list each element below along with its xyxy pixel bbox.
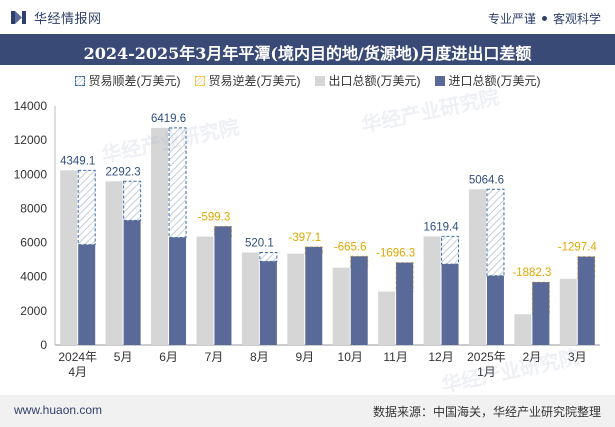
export-bar-8	[423, 236, 441, 345]
deficit-swatch-icon	[194, 75, 205, 86]
export-bar-4	[241, 252, 259, 345]
brand-name: 华经情报网	[34, 11, 102, 26]
chart-plot: 0 2000 4000 6000 8000 10000 12000 14000 4349.1 2…	[14, 99, 600, 379]
import-bar-6	[350, 256, 368, 345]
x-tick-label-0-b: 4月	[68, 365, 87, 379]
surplus-box-8	[441, 235, 460, 265]
balance-label-11: -1297.4	[558, 242, 598, 254]
title-bar: 2024-2025年3月年平潭(境内目的地/货源地)月度进出口差额	[0, 34, 615, 65]
x-tick-label-6: 10月	[338, 350, 363, 364]
import-bar-9	[486, 275, 504, 345]
y-tick-label-0: 0	[40, 338, 47, 352]
x-tick-label-9-b: 1月	[477, 365, 496, 379]
balance-label-4: 520.1	[245, 237, 274, 249]
export-bar-1	[105, 181, 123, 345]
balance-label-9: 5064.6	[469, 174, 504, 186]
import-bar-11	[577, 256, 595, 345]
export-bar-10	[514, 314, 532, 345]
balance-label-7: -1696.3	[376, 248, 415, 260]
huajing-logo-icon	[11, 11, 26, 24]
x-tick-label-0-a: 2024年	[58, 350, 97, 364]
x-tick-label-11: 3月	[568, 350, 587, 364]
import-bar-0	[78, 244, 96, 345]
balance-label-5: -397.1	[288, 232, 321, 244]
x-tick-label-3: 7月	[205, 350, 224, 364]
footer: www.huaon.com 数据来源：中国海关，华经产业研究院整理	[0, 395, 615, 427]
balance-label-6: -665.6	[334, 241, 367, 253]
export-bar-2	[151, 127, 169, 345]
y-tick-label-6: 12000	[14, 133, 48, 147]
chart-title: 2024-2025年3月年平潭(境内目的地/货源地)月度进出口差额	[83, 44, 532, 63]
import-bar-8	[441, 264, 459, 345]
y-tick-label-1: 2000	[20, 304, 47, 318]
y-tick-label-7: 14000	[14, 99, 48, 113]
top-bar: 华经情报网 专业严谨 客观科学	[0, 0, 615, 34]
x-tick-label-4: 8月	[250, 350, 269, 364]
surplus-box-2	[168, 127, 187, 238]
balance-label-1: 2292.3	[106, 166, 141, 178]
legend-item-import[interactable]: 进口总额(万美元)	[434, 72, 541, 89]
legend-label-export: 出口总额(万美元)	[328, 74, 421, 88]
import-bar-4	[259, 261, 277, 345]
legend-label-deficit: 贸易逆差(万美元)	[208, 74, 301, 88]
export-bar-11	[559, 278, 577, 345]
y-tick-label-2: 4000	[20, 270, 47, 284]
legend-item-export[interactable]: 出口总额(万美元)	[314, 72, 421, 89]
tagline-dot-icon	[541, 16, 547, 21]
surplus-box-4	[259, 251, 278, 262]
x-tick-label-2: 6月	[159, 350, 178, 364]
import-bar-3	[214, 226, 232, 345]
x-tick-label-10: 2月	[523, 350, 542, 364]
legend-item-deficit[interactable]: 贸易逆差(万美元)	[194, 72, 301, 89]
balance-label-0: 4349.1	[60, 155, 95, 167]
export-bar-9	[468, 189, 486, 345]
balance-label-8: 1619.4	[423, 221, 459, 233]
y-tick-label-4: 8000	[20, 201, 47, 215]
surplus-box-1	[123, 180, 142, 221]
export-bar-5	[287, 253, 305, 345]
import-bar-7	[396, 262, 414, 345]
import-bar-10	[532, 282, 550, 345]
balance-label-3: -599.3	[198, 211, 231, 223]
import-bar-2	[169, 237, 187, 345]
surplus-box-9	[486, 188, 505, 277]
tagline-left: 专业严谨	[487, 12, 536, 26]
y-tick-label-5: 10000	[14, 167, 48, 181]
balance-label-10: -1882.3	[512, 267, 551, 279]
tagline: 专业严谨 客观科学	[488, 10, 601, 27]
x-tick-label-9-a: 2025年	[467, 350, 506, 364]
x-tick-label-8: 12月	[428, 350, 453, 364]
import-swatch-icon	[434, 75, 445, 86]
tagline-right: 客观科学	[552, 12, 601, 26]
footer-source: 数据来源：中国海关，华经产业研究院整理	[372, 405, 601, 419]
balance-label-2: 6419.6	[151, 113, 186, 125]
surplus-swatch-icon	[74, 75, 85, 86]
export-bar-6	[332, 267, 350, 345]
y-tick-label-3: 6000	[20, 236, 47, 250]
export-bar-0	[60, 170, 78, 345]
legend-label-surplus: 贸易顺差(万美元)	[88, 74, 181, 88]
footer-url[interactable]: www.huaon.com	[14, 403, 103, 417]
import-bar-1	[123, 220, 141, 345]
chart-legend: 贸易顺差(万美元) 贸易逆差(万美元) 出口总额(万美元) 进口总额(万美元)	[0, 72, 615, 89]
brand[interactable]: 华经情报网	[10, 8, 102, 27]
legend-label-import: 进口总额(万美元)	[448, 74, 541, 88]
export-bar-3	[196, 236, 214, 345]
x-tick-label-7: 11月	[383, 350, 407, 364]
x-tick-label-5: 9月	[295, 350, 314, 364]
import-bar-5	[305, 246, 323, 345]
x-tick-label-1: 5月	[114, 350, 133, 364]
legend-item-surplus[interactable]: 贸易顺差(万美元)	[74, 72, 181, 89]
surplus-box-0	[77, 169, 96, 246]
export-swatch-icon	[314, 75, 325, 86]
export-bar-7	[378, 291, 396, 345]
